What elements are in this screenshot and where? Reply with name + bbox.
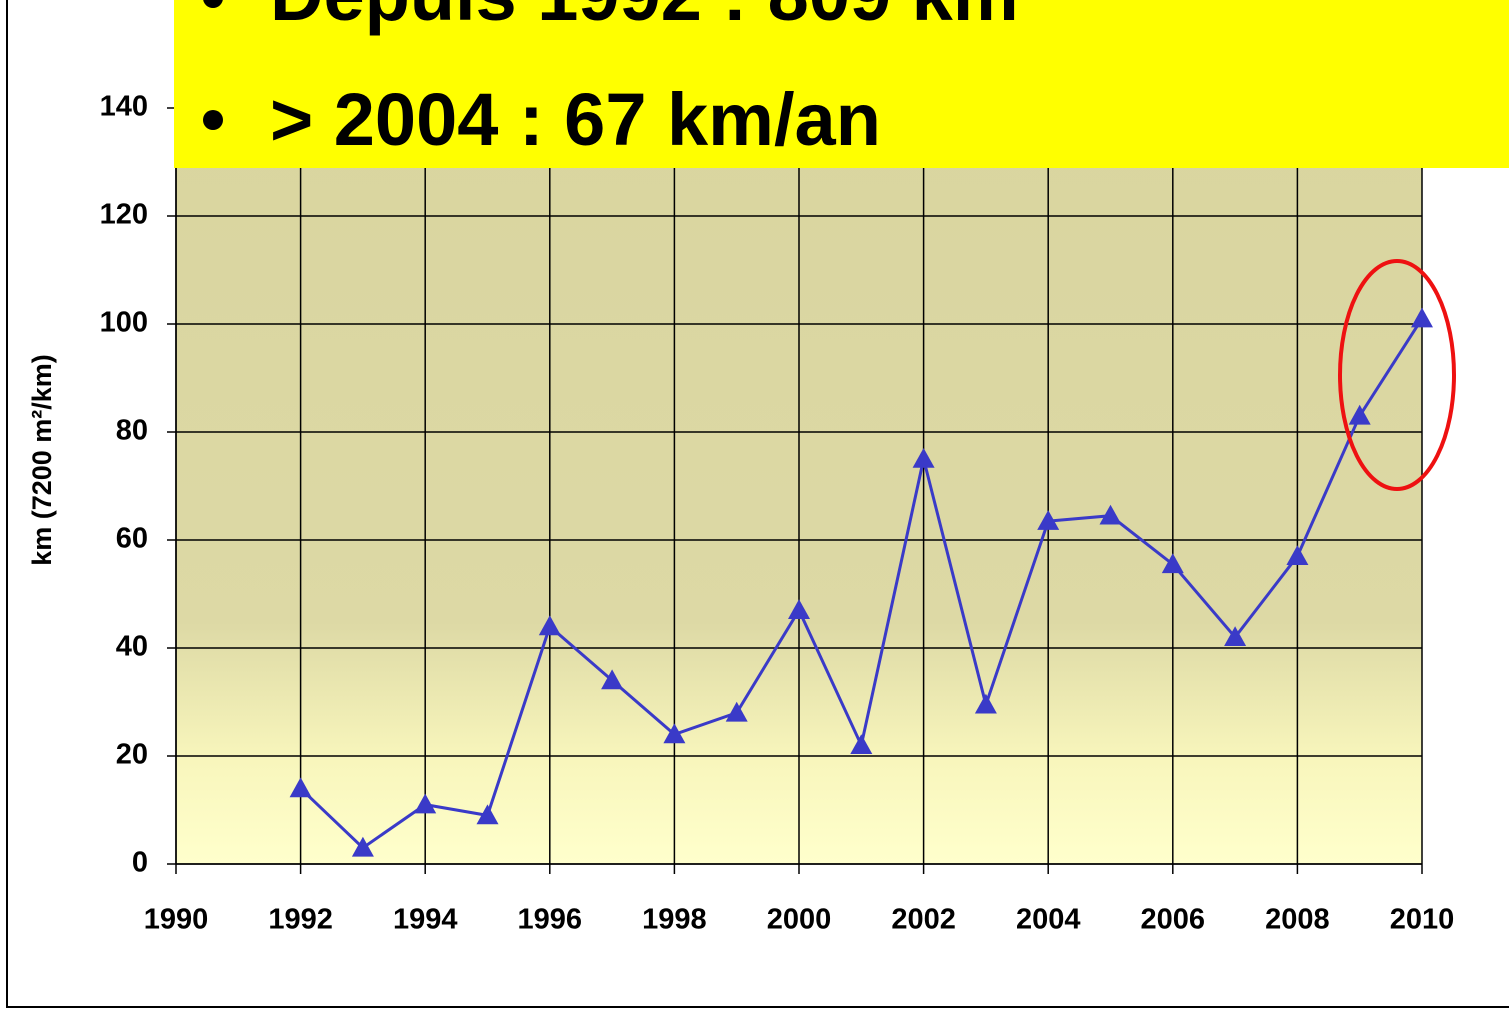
marker: [414, 793, 437, 814]
marker: [974, 693, 997, 714]
x-tick-label: 2008: [1265, 904, 1330, 936]
marker: [1411, 307, 1433, 328]
y-tick-label: 80: [116, 415, 148, 447]
x-tick-label: 2000: [767, 904, 832, 936]
y-tick-label: 40: [116, 631, 148, 663]
y-axis-label: km (7200 m²/km): [27, 354, 57, 566]
x-tick-label: 1996: [518, 904, 583, 936]
x-tick-label: 1990: [144, 904, 209, 936]
x-tick-label: 1994: [393, 904, 458, 936]
marker: [476, 804, 499, 825]
x-tick-label: 1998: [642, 904, 707, 936]
y-tick-label: 20: [116, 739, 148, 771]
marker: [1224, 626, 1247, 646]
annotation: Depuis 1992 : 809 km: [270, 0, 1019, 36]
marker: [289, 777, 312, 798]
marker: [538, 615, 561, 636]
marker: [1161, 553, 1184, 574]
bullet: [203, 110, 223, 130]
x-tick-label: 1992: [268, 904, 333, 936]
marker: [725, 701, 748, 722]
y-tick-label: 140: [100, 91, 148, 123]
marker: [912, 448, 935, 468]
marker: [601, 669, 624, 690]
y-tick-label: 100: [100, 307, 148, 339]
marker: [1037, 510, 1060, 530]
marker: [663, 723, 686, 744]
y-tick-label: 120: [100, 199, 148, 231]
x-tick-label: 2006: [1141, 904, 1206, 936]
annotation: > 2004 : 67 km/an: [270, 78, 881, 161]
highlight-ellipse: [1338, 259, 1456, 491]
marker: [1286, 545, 1309, 565]
y-tick-label: 0: [132, 847, 148, 879]
bullet: [203, 0, 223, 8]
marker: [788, 599, 810, 619]
y-tick-label: 60: [116, 523, 148, 555]
annotation-box: [174, 0, 1509, 168]
x-tick-label: 2004: [1016, 904, 1081, 936]
x-tick-label: 2002: [891, 904, 956, 936]
marks: [289, 307, 1433, 857]
marker: [1348, 404, 1371, 425]
x-tick-label: 2010: [1390, 904, 1455, 936]
marker: [1099, 504, 1122, 525]
marker: [850, 734, 873, 754]
marker: [351, 836, 374, 857]
